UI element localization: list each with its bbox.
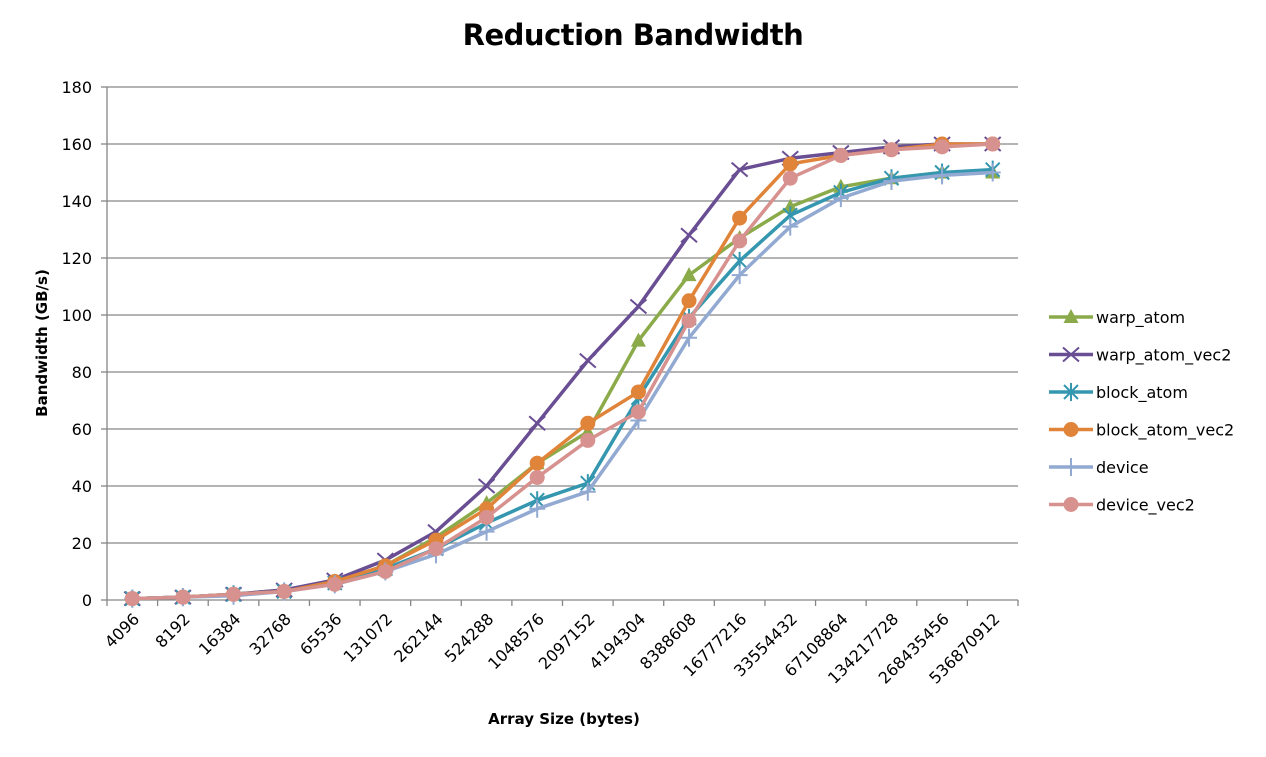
plus-marker-icon — [529, 499, 546, 518]
y-tick-label: 0 — [82, 591, 92, 610]
x-tick-label: 262144 — [390, 609, 447, 666]
plot-series — [123, 136, 1002, 608]
x-marker-icon — [1062, 346, 1080, 363]
legend-item-warp_atom: warp_atom — [1049, 308, 1185, 328]
legend-label: device — [1096, 458, 1149, 477]
chart-title: Reduction Bandwidth — [462, 18, 804, 52]
circle-marker-icon — [377, 564, 393, 579]
plus-marker-icon — [478, 522, 495, 541]
legend-item-device: device — [1049, 458, 1149, 477]
plus-marker-icon — [984, 163, 1001, 182]
circle-marker-icon — [630, 384, 646, 400]
circle-marker-icon — [833, 147, 849, 163]
x-marker-icon — [629, 298, 648, 315]
series-warp_atom — [124, 164, 1001, 605]
plus-marker-icon — [883, 172, 900, 191]
circle-marker-icon — [681, 293, 697, 309]
plus-marker-icon — [1063, 458, 1079, 476]
legend-item-block_atom_vec2: block_atom_vec2 — [1049, 421, 1234, 441]
circle-marker-icon — [226, 586, 242, 602]
y-tick-label: 120 — [61, 249, 92, 268]
series-block_atom — [124, 160, 1001, 608]
y-axis-ticks: 0 20 40 60 80 100 120 140 160 180 — [61, 78, 92, 610]
circle-marker-icon — [681, 313, 697, 329]
triangle-marker-icon — [782, 198, 798, 213]
circle-marker-icon — [985, 136, 1001, 152]
legend-label: device_vec2 — [1096, 496, 1195, 516]
x-tick-label: 131072 — [340, 609, 397, 666]
y-tick-label: 60 — [72, 420, 92, 439]
circle-marker-icon — [1063, 422, 1079, 437]
circle-marker-icon — [479, 509, 495, 525]
circle-marker-icon — [732, 233, 748, 249]
circle-marker-icon — [327, 576, 343, 592]
plus-marker-icon — [934, 166, 951, 185]
x-axis-title: Array Size (bytes) — [488, 710, 640, 728]
x-axis-ticks: 4096 8192 16384 32768 6553613107226214452428… — [101, 609, 1004, 687]
y-tick-label: 180 — [61, 78, 92, 97]
circle-marker-icon — [529, 455, 545, 471]
y-tick-label: 140 — [61, 192, 92, 211]
circle-marker-icon — [883, 142, 899, 158]
circle-marker-icon — [732, 210, 748, 226]
x-marker-icon — [680, 227, 698, 243]
legend-label: warp_atom_vec2 — [1096, 346, 1231, 366]
plus-marker-icon — [579, 482, 596, 501]
y-tick-label: 20 — [72, 534, 92, 553]
x-tick-label: 65536 — [296, 609, 345, 658]
circle-marker-icon — [276, 583, 292, 599]
series-device — [124, 163, 1001, 608]
x-tick-label: 4096 — [101, 609, 143, 651]
x-marker-icon — [579, 352, 597, 369]
asterisk-marker-icon — [1063, 383, 1079, 401]
circle-marker-icon — [630, 404, 646, 420]
x-tick-label: 32768 — [246, 609, 295, 658]
series-block_atom_vec2 — [124, 136, 1001, 607]
triangle-marker-icon — [1063, 309, 1079, 323]
x-marker-icon — [477, 478, 496, 494]
legend-label: block_atom_vec2 — [1096, 421, 1234, 441]
circle-marker-icon — [124, 591, 140, 607]
x-tick-label: 16384 — [195, 609, 244, 658]
y-tick-label: 160 — [61, 135, 92, 154]
y-tick-label: 40 — [72, 477, 92, 496]
legend-label: warp_atom — [1096, 308, 1185, 328]
x-marker-icon — [528, 415, 546, 432]
series-warp_atom_vec2 — [123, 136, 1002, 607]
legend-item-block_atom: block_atom — [1049, 383, 1188, 403]
plus-marker-icon — [681, 328, 698, 347]
x-tick-label: 8192 — [152, 609, 194, 651]
y-tick-label: 80 — [72, 363, 92, 382]
circle-marker-icon — [580, 432, 596, 448]
circle-marker-icon — [428, 541, 444, 557]
legend-item-device_vec2: device_vec2 — [1049, 496, 1195, 516]
series-device_vec2 — [124, 136, 1001, 607]
legend-label: block_atom — [1096, 383, 1188, 403]
triangle-marker-icon — [681, 267, 697, 282]
circle-marker-icon — [934, 139, 950, 155]
circle-marker-icon — [580, 415, 596, 431]
triangle-marker-icon — [630, 332, 646, 347]
y-axis-title: Bandwidth (GB/s) — [33, 269, 51, 417]
circle-marker-icon — [529, 469, 545, 485]
plus-marker-icon — [782, 217, 799, 236]
legend-item-warp_atom_vec2: warp_atom_vec2 — [1049, 346, 1231, 366]
circle-marker-icon — [1063, 497, 1079, 512]
y-tick-label: 100 — [61, 306, 92, 325]
axes — [101, 86, 1019, 606]
gridlines — [107, 86, 1018, 544]
x-marker-icon — [730, 161, 749, 178]
legend: warp_atom warp_atom_vec2 block_atom block_a… — [1049, 308, 1234, 516]
plus-marker-icon — [832, 189, 849, 208]
circle-marker-icon — [782, 156, 798, 172]
plus-marker-icon — [731, 266, 748, 285]
circle-marker-icon — [782, 170, 798, 186]
circle-marker-icon — [175, 589, 191, 605]
